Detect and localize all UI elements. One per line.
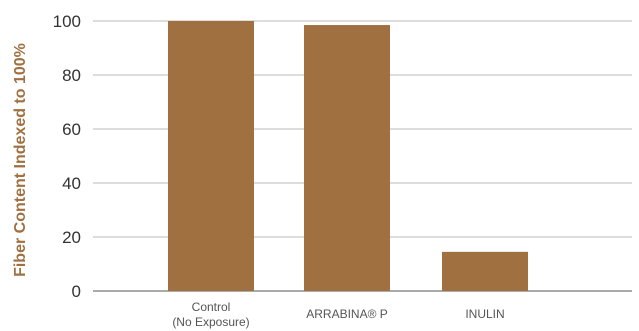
y-tick-label: 100 xyxy=(53,12,81,31)
x-category-label: ARRABINA® P xyxy=(306,307,388,321)
x-category-label: Control xyxy=(192,300,231,314)
bars xyxy=(168,21,528,292)
y-axis-label: Fiber Content Indexed to 100% xyxy=(12,43,29,277)
y-tick-label: 20 xyxy=(62,228,81,247)
bar xyxy=(304,25,390,292)
y-tick-label: 60 xyxy=(62,120,81,139)
y-tick-label: 0 xyxy=(72,282,81,301)
bar xyxy=(442,251,528,291)
x-category-labels: Control(No Exposure) ARRABINA® P INULIN xyxy=(172,300,504,329)
bar xyxy=(168,21,254,291)
x-category-label: (No Exposure) xyxy=(172,315,249,329)
x-category-label: INULIN xyxy=(465,307,504,321)
y-tick-label: 80 xyxy=(62,66,81,85)
y-tick-label: 40 xyxy=(62,174,81,193)
y-tick-labels: 0 20 40 60 80 100 xyxy=(53,12,81,301)
